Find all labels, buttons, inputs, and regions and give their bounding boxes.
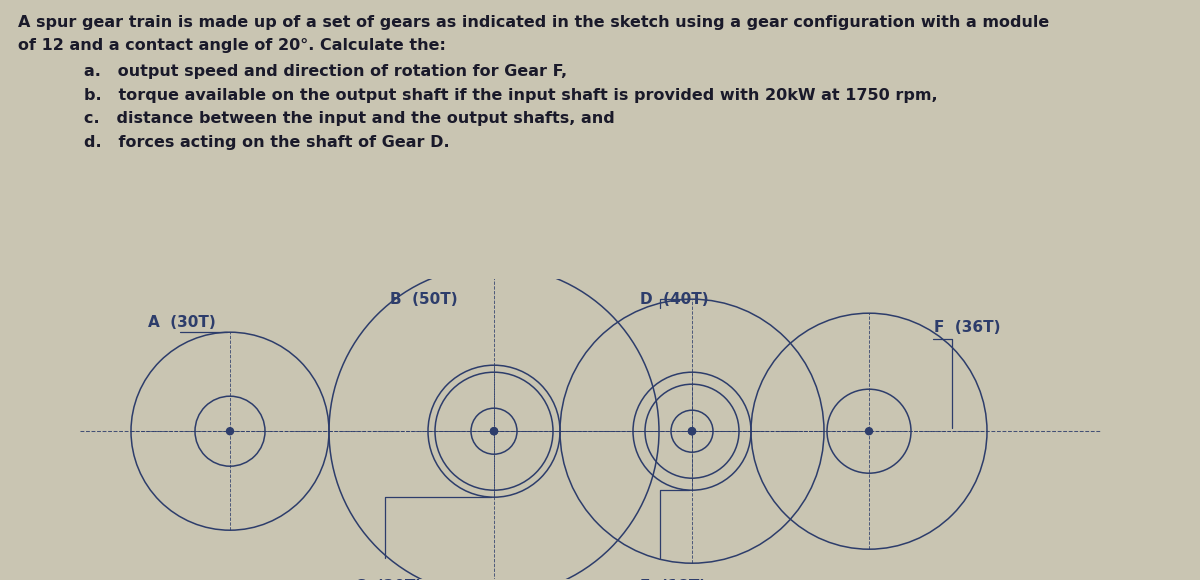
Text: B  (50T): B (50T) — [390, 292, 457, 307]
Circle shape — [689, 427, 696, 434]
Text: d.   forces acting on the shaft of Gear D.: d. forces acting on the shaft of Gear D. — [84, 135, 450, 150]
Text: A  (30T): A (30T) — [148, 315, 216, 330]
Circle shape — [689, 427, 696, 434]
Text: C  (20T): C (20T) — [355, 579, 422, 580]
Circle shape — [491, 427, 498, 434]
Text: E  (18T): E (18T) — [640, 579, 707, 580]
Circle shape — [865, 427, 872, 434]
Text: F  (36T): F (36T) — [934, 320, 1001, 335]
Text: D  (40T): D (40T) — [640, 292, 709, 307]
Circle shape — [491, 427, 498, 434]
Text: a.   output speed and direction of rotation for Gear F,: a. output speed and direction of rotatio… — [84, 64, 568, 79]
Text: c.   distance between the input and the output shafts, and: c. distance between the input and the ou… — [84, 111, 614, 126]
Text: of 12 and a contact angle of 20°. Calculate the:: of 12 and a contact angle of 20°. Calcul… — [18, 38, 446, 53]
Text: A spur gear train is made up of a set of gears as indicated in the sketch using : A spur gear train is made up of a set of… — [18, 14, 1049, 30]
Text: b.   torque available on the output shaft if the input shaft is provided with 20: b. torque available on the output shaft … — [84, 88, 937, 103]
Circle shape — [227, 427, 234, 434]
